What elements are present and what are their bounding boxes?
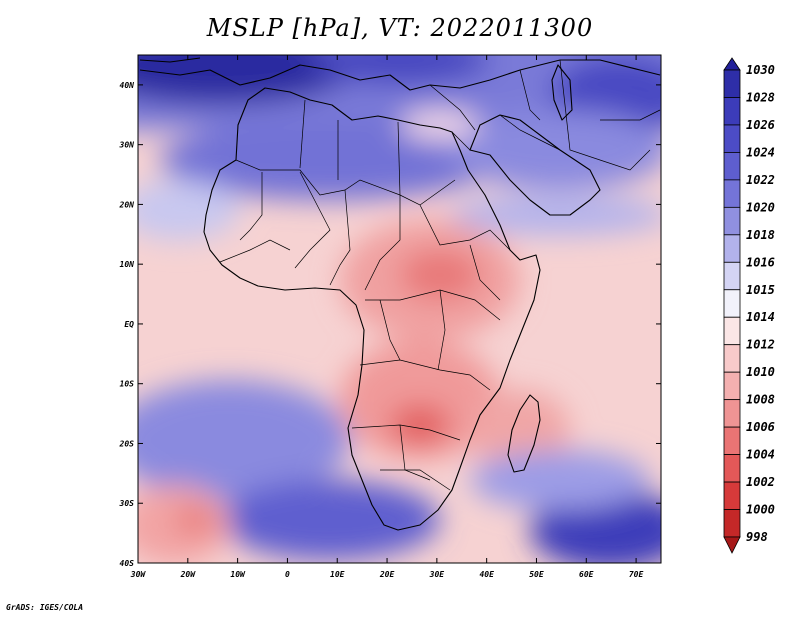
x-tick-label: 0 [285, 570, 290, 579]
y-tick-label: 30N [119, 141, 135, 150]
colorbar-swatch [723, 509, 741, 538]
colorbar-label: 1030 [746, 63, 775, 77]
y-tick-label: 40N [120, 81, 135, 90]
map-title: MSLP [hPa], VT: 2022011300 [206, 14, 594, 42]
colorbar-label: 1012 [746, 338, 775, 352]
x-tick-label: 30E [429, 570, 445, 579]
y-tick-label: 20S [119, 439, 135, 448]
coastlines [139, 57, 661, 531]
colorbar-label: 1006 [746, 420, 775, 434]
x-tick-label: 50E [529, 570, 544, 579]
colorbar-arrow-top [723, 57, 741, 71]
x-tick-label: 30W [130, 570, 147, 579]
colorbar-swatch [723, 152, 741, 181]
colorbar-swatch [723, 179, 741, 208]
longitude-axis: 30W 20W 10W 0 10E 20E 30E 40E 50E 60E 70E [130, 55, 644, 579]
colorbar-swatch [723, 399, 741, 428]
colorbar-swatch [723, 69, 741, 98]
colorbar-label: 1014 [746, 310, 775, 324]
y-tick-label: 10S [120, 380, 135, 389]
x-tick-label: 70E [629, 570, 644, 579]
colorbar-label: 1015 [746, 283, 775, 297]
x-tick-label: 40E [479, 570, 494, 579]
colorbar-label: 1010 [746, 365, 775, 379]
colorbar-swatch [723, 97, 741, 126]
colorbar: 1030 1028 1026 1024 1022 1020 1018 1016 1015 1014… [723, 57, 775, 554]
x-tick-label: 10E [330, 570, 345, 579]
colorbar-label: 1002 [746, 475, 775, 489]
colorbar-swatch [723, 234, 741, 263]
x-tick-label: 60E [579, 570, 594, 579]
pressure-field [138, 55, 661, 563]
map-frame [137, 54, 662, 564]
x-tick-label: 20W [180, 570, 197, 579]
colorbar-swatch [723, 124, 741, 153]
y-tick-label: 10N [120, 260, 135, 269]
y-tick-label: 40S [120, 559, 135, 568]
colorbar-swatch [723, 289, 741, 318]
colorbar-swatch [723, 426, 741, 455]
colorbar-label: 1016 [746, 255, 775, 269]
colorbar-swatch [723, 206, 741, 236]
colorbar-label: 1028 [746, 90, 775, 104]
colorbar-swatch [723, 481, 741, 510]
colorbar-label: 1008 [746, 393, 775, 407]
colorbar-label: 998 [746, 530, 768, 544]
colorbar-label: 1000 [746, 503, 775, 517]
y-tick-label: EQ [124, 320, 134, 329]
grads-credit: GrADS: IGES/COLA [6, 603, 84, 612]
x-tick-label: 10W [230, 570, 246, 579]
y-tick-label: 30S [119, 499, 135, 508]
colorbar-swatch [723, 261, 741, 291]
colorbar-label: 1026 [746, 118, 775, 132]
colorbar-label: 1020 [746, 200, 775, 214]
latitude-axis: 40N 30N 20N 10N EQ 10S 20S 30S 40S [119, 81, 661, 568]
colorbar-swatch [723, 316, 741, 346]
country-borders [219, 59, 661, 491]
x-tick-label: 20E [379, 570, 395, 579]
colorbar-swatch [723, 344, 741, 373]
colorbar-label: 1018 [746, 228, 775, 242]
colorbar-label: 1004 [746, 448, 775, 462]
y-tick-label: 20N [119, 200, 135, 209]
colorbar-swatch [723, 454, 741, 483]
colorbar-label: 1024 [746, 145, 775, 159]
colorbar-arrow-bottom [723, 536, 741, 554]
colorbar-swatch [723, 371, 741, 401]
colorbar-label: 1022 [746, 173, 775, 187]
